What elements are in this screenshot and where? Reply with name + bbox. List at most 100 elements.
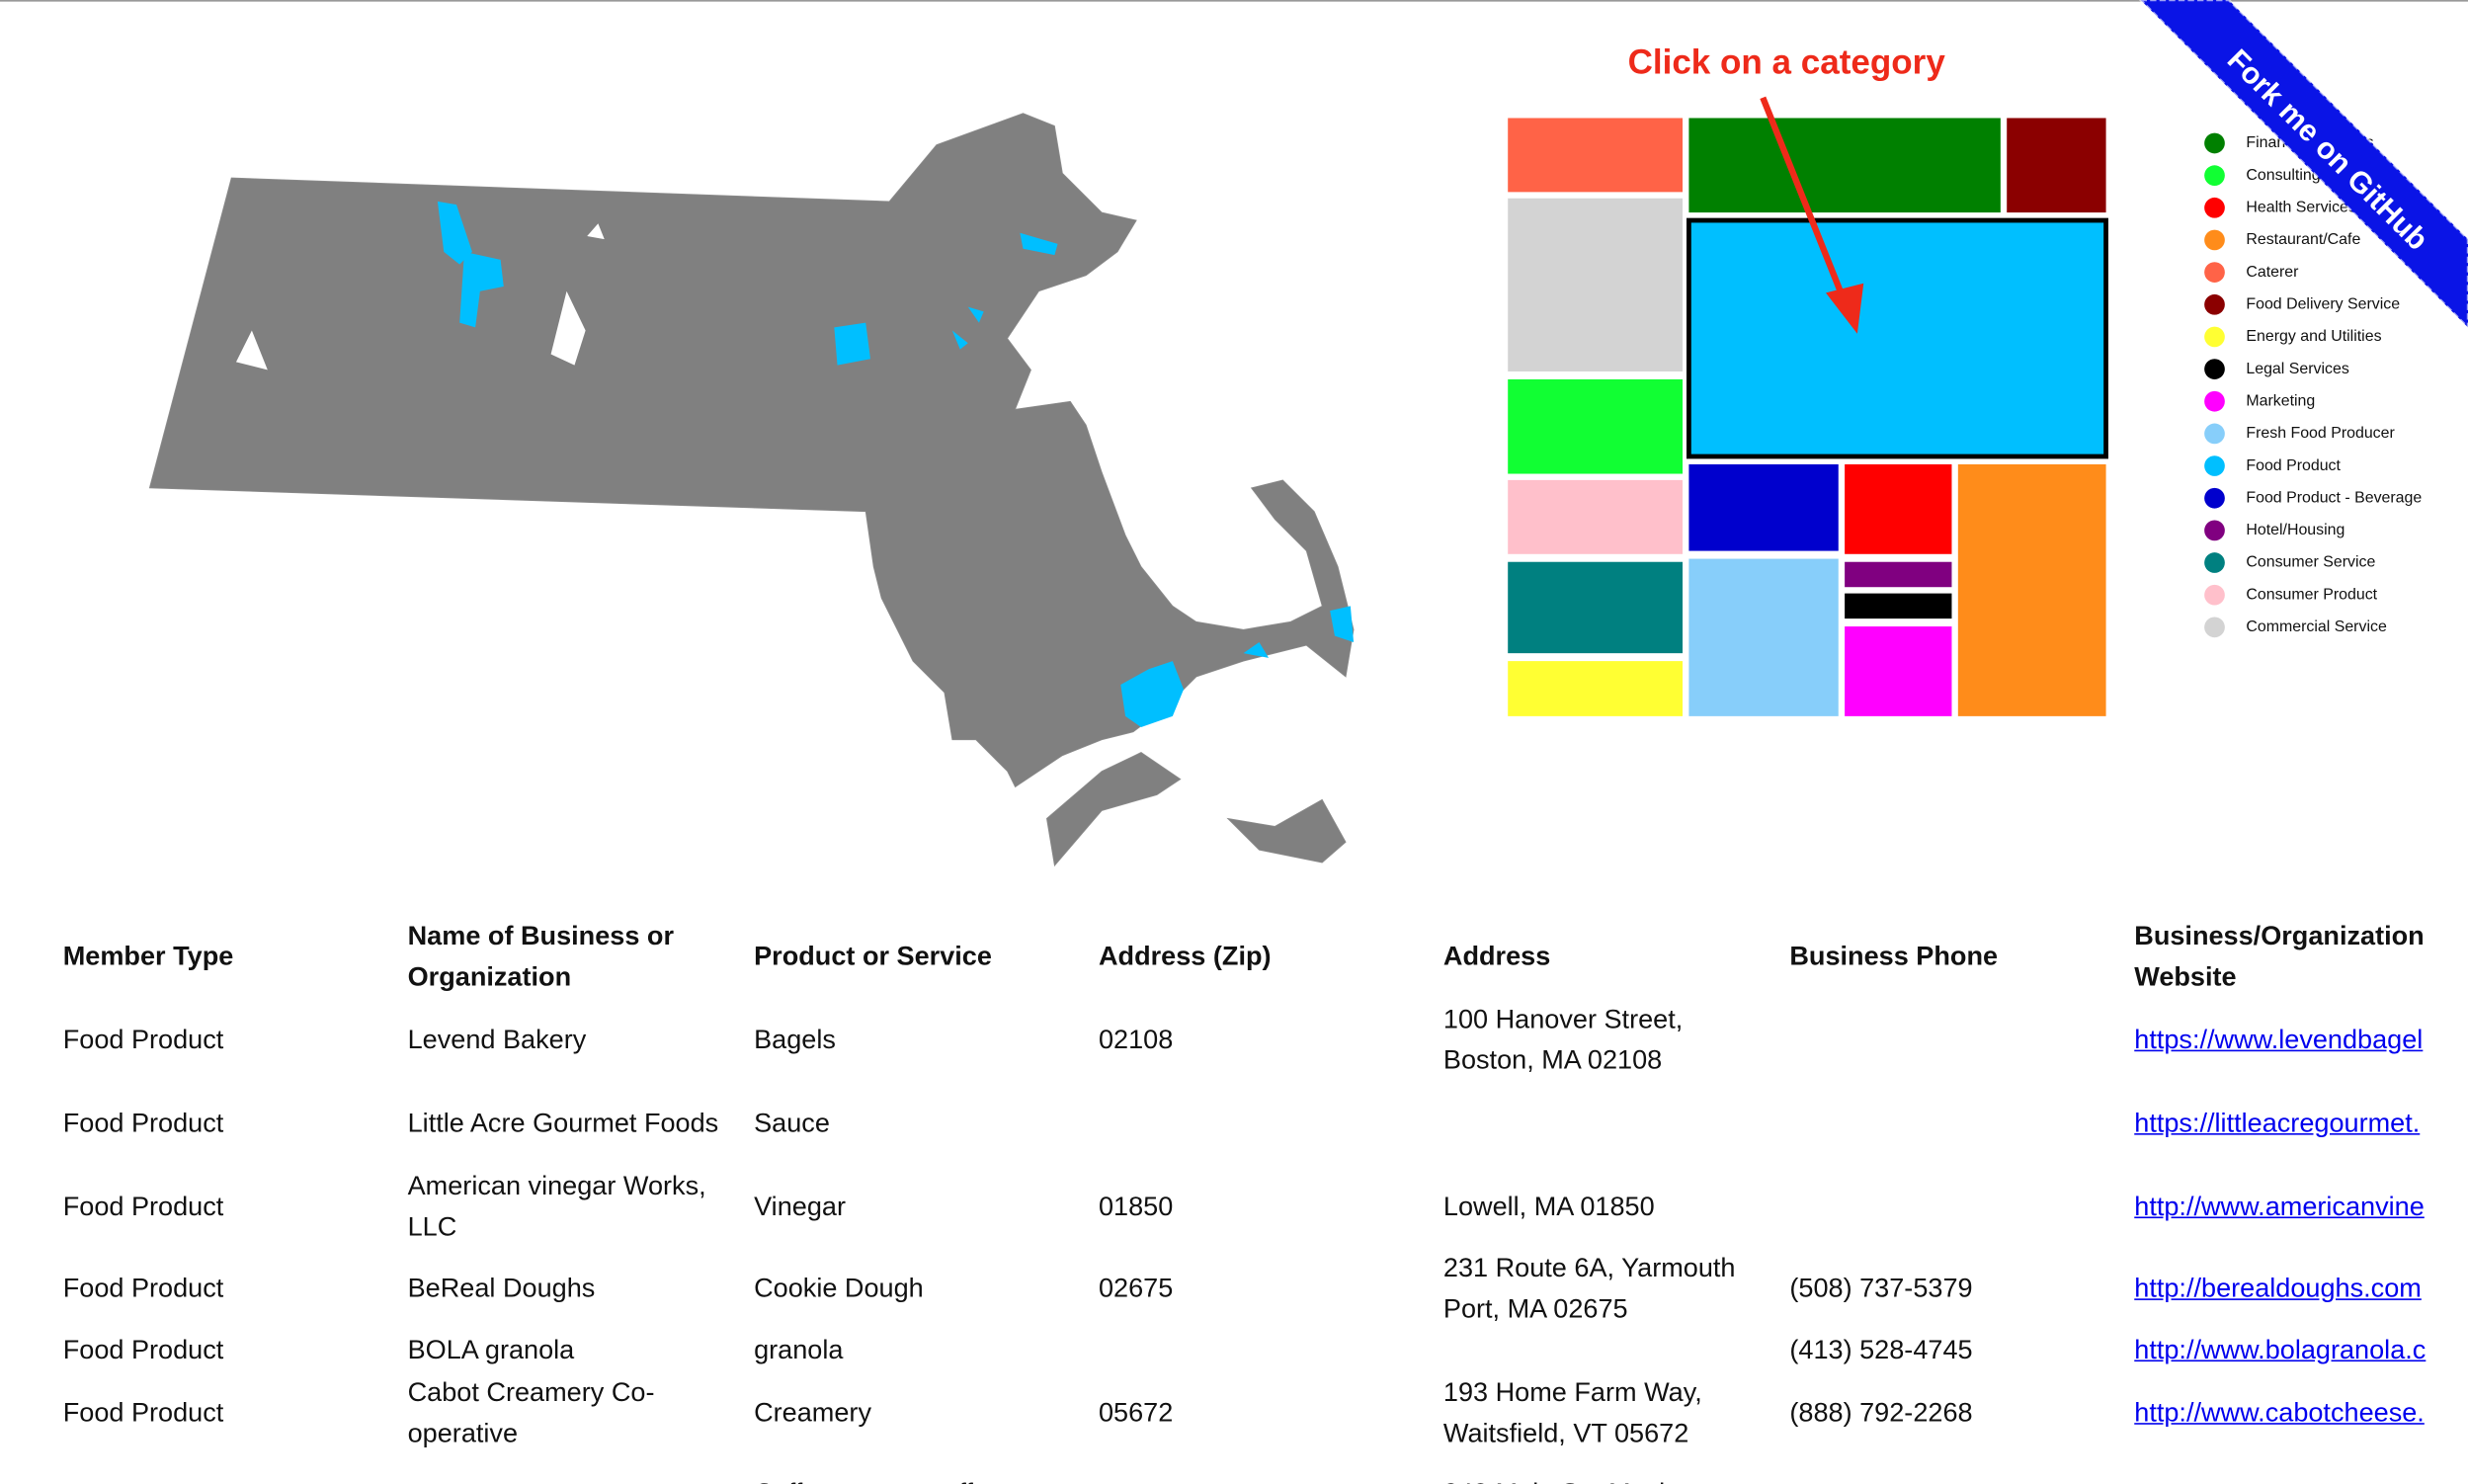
table-cell: (508) 737-5379 xyxy=(1789,1273,1973,1304)
highlight xyxy=(437,201,472,265)
legend-label: Fresh Food Producer xyxy=(2246,425,2395,442)
table-cell: Food Product xyxy=(62,1334,224,1365)
header-cell: Name of Business or Organization xyxy=(407,920,675,992)
table-cell: Sauce xyxy=(754,1108,830,1138)
highlight xyxy=(834,322,870,366)
legend-swatch xyxy=(2204,552,2225,573)
table-cell: American vinegar Works, LLC xyxy=(407,1171,706,1242)
treemap-cell[interactable] xyxy=(1845,463,1952,554)
legend-swatch xyxy=(2204,455,2225,476)
legend-label: Health Services xyxy=(2246,199,2356,215)
treemap-cell[interactable] xyxy=(1508,561,1684,654)
legend-swatch xyxy=(2204,617,2225,638)
legend-label: Food Product xyxy=(2246,457,2341,474)
table-cell: http://www.americanvine xyxy=(2134,1187,2468,1227)
highlight xyxy=(1330,606,1355,642)
legend-label: Restaurant/Cafe xyxy=(2246,231,2360,248)
legend-label: Food Delivery Service xyxy=(2246,295,2400,312)
table-cell: 01850 xyxy=(1098,1191,1174,1222)
island xyxy=(1045,752,1182,867)
treemap-cell[interactable] xyxy=(1957,463,2106,716)
legend-swatch xyxy=(2204,229,2225,251)
legend-swatch xyxy=(2204,584,2225,606)
legend-label: Consumer Service xyxy=(2246,554,2375,571)
highlight xyxy=(1243,641,1270,658)
website-link[interactable]: http://www.cabotcheese. xyxy=(2134,1397,2425,1428)
legend-swatch xyxy=(2204,487,2225,509)
treemap-cell[interactable] xyxy=(1845,561,1952,588)
legend-swatch xyxy=(2204,326,2225,348)
highlight xyxy=(967,306,984,323)
table-cell: Creamery xyxy=(754,1397,871,1428)
legend-label: Food Product - Beverage xyxy=(2246,489,2422,506)
hole xyxy=(235,330,268,371)
table-cell: 231 Route 6A, Yarmouth Port, MA 02675 xyxy=(1442,1253,1736,1324)
header-cell: Member Type xyxy=(62,941,234,971)
website-link[interactable]: http://www.americanvine xyxy=(2134,1191,2425,1222)
table-cell: Cabot Creamery Co-operative xyxy=(407,1376,655,1448)
treemap-cell[interactable] xyxy=(1508,198,1684,371)
map-highlights xyxy=(437,201,1355,728)
treemap-cell[interactable] xyxy=(1688,118,2001,213)
table-cell: 05672 xyxy=(1098,1397,1174,1428)
table-cell: (888) 792-2268 xyxy=(1789,1397,1973,1428)
treemap-cell[interactable] xyxy=(1845,626,1952,716)
table-cell: http://www.cabotcheese. xyxy=(2134,1393,2468,1434)
legend-swatch xyxy=(2204,423,2225,445)
treemap-cell[interactable] xyxy=(2007,118,2106,213)
table-cell: Vinegar xyxy=(754,1191,846,1222)
treemap-cell[interactable] xyxy=(1686,217,2108,459)
table-cell: Lowell, MA 01850 xyxy=(1442,1191,1655,1222)
legend-label: Consumer Product xyxy=(2246,586,2377,603)
table-cell: Levend Bakery xyxy=(407,1025,587,1055)
treemap-cell[interactable] xyxy=(1508,661,1684,716)
legend-swatch xyxy=(2204,359,2225,379)
legend-swatch xyxy=(2204,132,2225,154)
treemap-cell[interactable] xyxy=(1845,593,1952,619)
legend-label: Hotel/Housing xyxy=(2246,522,2345,538)
treemap-cell[interactable] xyxy=(1508,378,1684,474)
header-cell: Address xyxy=(1442,941,1551,971)
treemap-cell[interactable] xyxy=(1508,118,1684,193)
github-ribbon[interactable]: Fork me on GitHub xyxy=(2138,0,2468,330)
legend-label: Energy and Utilities xyxy=(2246,328,2381,345)
table-cell: Food Product xyxy=(62,1191,224,1222)
legend-label: Commercial Service xyxy=(2246,618,2387,635)
state-outline xyxy=(148,113,1355,788)
legend: Financial ServicesConsultingHealth Servi… xyxy=(2204,132,2422,638)
table-cell: 348 Main St., Mashpee, xyxy=(1443,1473,1759,1484)
treemap-cell[interactable] xyxy=(1508,479,1684,554)
table-cell: Food Product xyxy=(62,1397,224,1428)
table-cell: 02675 xyxy=(1098,1273,1174,1304)
highlight xyxy=(459,251,504,328)
table-cell: Food Product xyxy=(62,1025,224,1055)
table-cell: 193 Home Farm Way, Waitsfield, VT 05672 xyxy=(1442,1376,1702,1448)
highlight xyxy=(951,330,968,350)
hole xyxy=(587,223,605,240)
website-link[interactable]: https://littleacregourmet. xyxy=(2134,1108,2421,1138)
header-cell: Product or Service xyxy=(754,941,992,971)
legend-swatch xyxy=(2204,197,2225,218)
legend-swatch xyxy=(2204,520,2225,541)
legend-label: Legal Services xyxy=(2246,361,2348,377)
treemap-cell[interactable] xyxy=(1688,558,1839,716)
table-cell: Little Acre Gourmet Foods xyxy=(407,1108,719,1138)
legend-label: Marketing xyxy=(2246,392,2315,409)
arrow-shaft xyxy=(1760,96,1849,304)
website-link[interactable]: https://www.levendbagel xyxy=(2134,1025,2424,1055)
legend-label: Caterer xyxy=(2246,264,2299,281)
island xyxy=(1226,798,1347,864)
arrow-head xyxy=(1826,283,1864,334)
table-cell: Food Product xyxy=(62,1273,224,1304)
table-cell: https://www.levendbagel xyxy=(2134,1020,2468,1060)
website-link[interactable]: http://www.bolagranola.c xyxy=(2134,1334,2427,1365)
table-cell: granola xyxy=(754,1334,844,1365)
table-cell: http://www.bolagranola.c xyxy=(2134,1330,2468,1370)
website-link[interactable]: http://berealdoughs.com xyxy=(2134,1273,2422,1304)
table-cell: Food Product xyxy=(62,1108,224,1138)
legend-swatch xyxy=(2204,262,2225,283)
treemap-cell[interactable] xyxy=(1688,463,1839,551)
table-cell: https://littleacregourmet. xyxy=(2134,1104,2468,1144)
legend-swatch xyxy=(2204,165,2225,186)
